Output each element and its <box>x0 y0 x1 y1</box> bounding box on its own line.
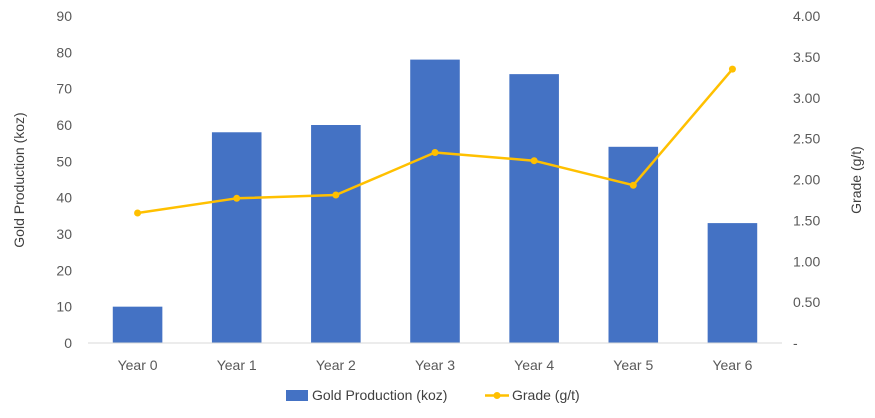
legend-line-marker <box>493 392 501 399</box>
bar <box>211 132 262 343</box>
left-tick-label: 90 <box>56 8 72 24</box>
bar <box>410 59 460 343</box>
grade-point <box>728 65 736 73</box>
left-tick-label: 0 <box>64 335 72 351</box>
bar <box>608 146 659 343</box>
grade-point <box>431 149 439 157</box>
grade-points-group <box>134 65 736 217</box>
right-axis-title: Grade (g/t) <box>848 146 864 214</box>
right-tick-label: 2.00 <box>793 172 820 188</box>
right-tick-label: 4.00 <box>793 8 820 24</box>
left-axis-ticks: 0 10 20 30 40 50 60 70 80 90 <box>56 8 72 351</box>
x-tick-label: Year 1 <box>217 357 257 373</box>
legend-line-label: Grade (g/t) <box>512 387 580 403</box>
grade-point <box>233 194 241 202</box>
left-tick-label: 20 <box>56 262 72 278</box>
right-tick-label: 2.50 <box>793 131 820 147</box>
bar <box>509 74 559 343</box>
x-axis-ticks: Year 0 Year 1 Year 2 Year 3 Year 4 Year 5 Year… <box>118 357 753 373</box>
right-tick-label: - <box>793 335 798 351</box>
bar <box>112 306 163 343</box>
x-tick-label: Year 6 <box>712 357 752 373</box>
x-tick-label: Year 4 <box>514 357 554 373</box>
bars-group <box>112 59 758 343</box>
bar <box>311 125 361 343</box>
grade-point <box>134 209 142 217</box>
left-tick-label: 60 <box>56 117 72 133</box>
x-tick-label: Year 5 <box>613 357 653 373</box>
right-axis-ticks: - 0.50 1.00 1.50 2.00 2.50 3.00 3.50 4.00 <box>793 8 820 351</box>
legend: Gold Production (koz) Grade (g/t) <box>286 387 580 403</box>
left-tick-label: 10 <box>56 299 72 315</box>
x-tick-label: Year 0 <box>118 357 158 373</box>
legend-bar-swatch <box>286 390 308 401</box>
right-tick-label: 1.50 <box>793 212 820 228</box>
left-tick-label: 80 <box>56 44 72 60</box>
bar <box>707 223 758 343</box>
left-tick-label: 50 <box>56 153 72 169</box>
grade-point <box>530 157 538 165</box>
left-axis-title: Gold Production (koz) <box>11 112 27 247</box>
left-tick-label: 40 <box>56 190 72 206</box>
right-tick-label: 0.50 <box>793 294 820 310</box>
legend-bar-label: Gold Production (koz) <box>312 387 447 403</box>
x-tick-label: Year 2 <box>316 357 356 373</box>
left-tick-label: 70 <box>56 81 72 97</box>
right-tick-label: 3.00 <box>793 90 820 106</box>
x-tick-label: Year 3 <box>415 357 455 373</box>
grade-point <box>629 181 637 189</box>
grade-point <box>332 191 340 199</box>
right-tick-label: 1.00 <box>793 253 820 269</box>
right-tick-label: 3.50 <box>793 49 820 65</box>
left-tick-label: 30 <box>56 226 72 242</box>
